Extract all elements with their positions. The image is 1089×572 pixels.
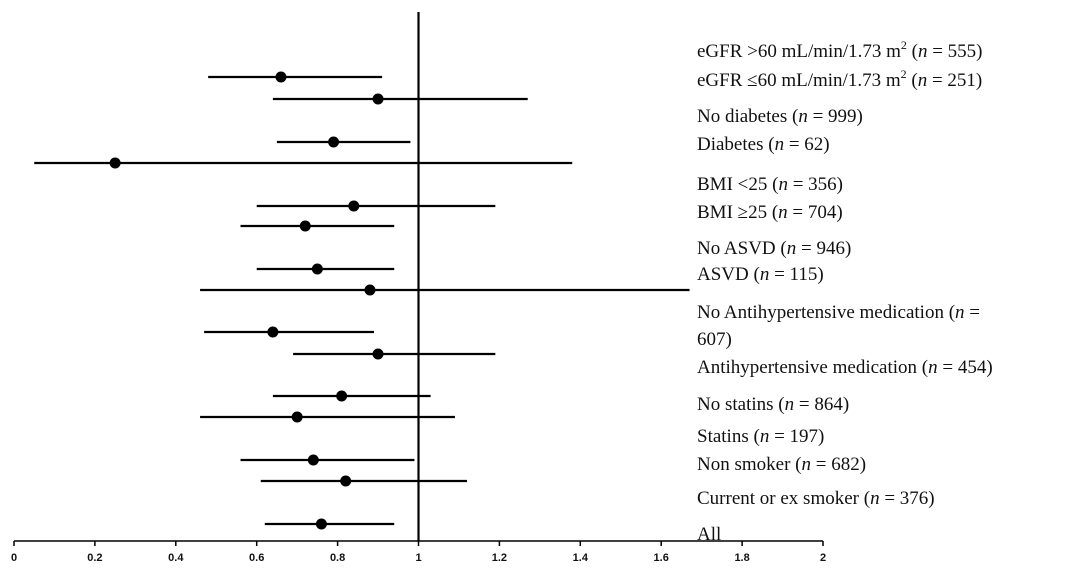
subgroup-label: eGFR >60 mL/min/1.73 m2 (n = 555) [697, 38, 983, 62]
subgroup-label: All [697, 524, 721, 545]
subgroup-label: No statins (n = 864) [697, 394, 849, 415]
subgroup-label: Non smoker (n = 682) [697, 454, 866, 475]
x-tick-label: 0 [11, 552, 17, 564]
point-estimate [311, 263, 323, 275]
point-estimate [372, 93, 384, 105]
subgroup-label: Statins (n = 197) [697, 426, 824, 447]
subgroup-label: No diabetes (n = 999) [697, 106, 863, 127]
point-estimate [364, 284, 376, 296]
x-tick-label: 1.6 [654, 552, 669, 564]
subgroup-label: BMI ≥25 (n = 704) [697, 202, 843, 223]
point-estimate [109, 157, 121, 169]
x-tick-label: 0.6 [249, 552, 264, 564]
point-estimate [291, 411, 303, 423]
x-axis-tick-labels: 0 0.2 0.4 0.6 0.8 1 1.2 1.4 1.6 1.8 2 [11, 552, 826, 564]
point-estimate [372, 348, 384, 360]
x-tick-label: 0.4 [168, 552, 184, 564]
x-tick-label: 1.8 [734, 552, 749, 564]
subgroup-labels: eGFR >60 mL/min/1.73 m2 (n = 555) eGFR ≤6… [697, 38, 993, 545]
subgroup-label: Diabetes (n = 62) [697, 134, 830, 155]
point-estimate [299, 220, 311, 232]
x-tick-label: 0.2 [87, 552, 102, 564]
confidence-intervals [34, 75, 690, 526]
subgroup-label: No Antihypertensive medication (n = [697, 302, 980, 323]
point-estimate [348, 200, 360, 212]
subgroup-label: BMI <25 (n = 356) [697, 174, 843, 195]
x-tick-label: 2 [820, 552, 826, 564]
subgroup-label: ASVD (n = 115) [697, 264, 824, 285]
point-estimate [336, 390, 348, 402]
x-tick-label: 1 [415, 552, 421, 564]
x-tick-label: 1.4 [573, 552, 589, 564]
subgroup-label: eGFR ≤60 mL/min/1.73 m2 (n = 251) [697, 67, 982, 91]
subgroup-label: Current or ex smoker (n = 376) [697, 488, 935, 509]
point-estimate [340, 475, 352, 487]
subgroup-label: No ASVD (n = 946) [697, 238, 851, 259]
point-estimate [315, 518, 327, 530]
point-estimates [109, 71, 384, 530]
subgroup-label: Antihypertensive medication (n = 454) [697, 357, 993, 378]
x-tick-label: 1.2 [492, 552, 507, 564]
x-tick-label: 0.8 [330, 552, 345, 564]
x-axis-ticks [13, 541, 824, 546]
point-estimate [328, 136, 340, 148]
point-estimate [307, 454, 319, 466]
subgroup-label: 607) [697, 329, 732, 350]
point-estimate [267, 326, 279, 338]
point-estimate [275, 71, 287, 83]
